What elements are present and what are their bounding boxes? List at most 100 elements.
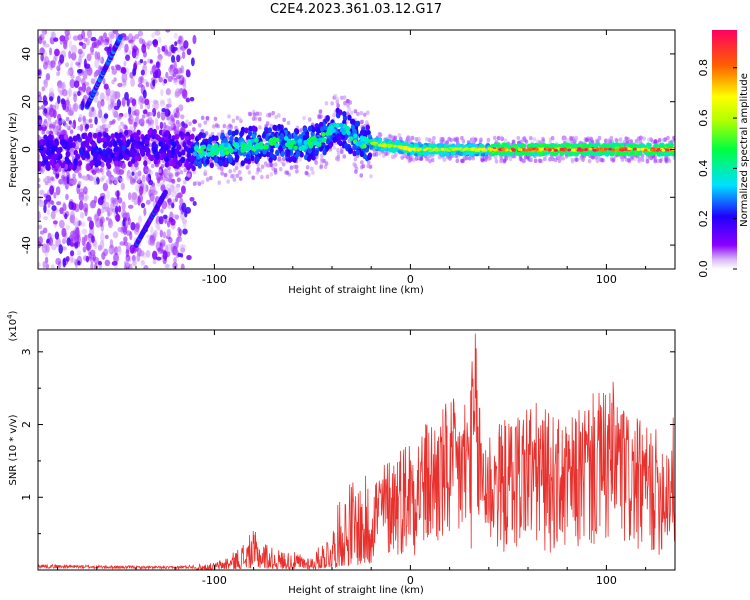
spectrogram-cell — [393, 135, 398, 140]
spectrogram-cell — [62, 39, 67, 49]
spectrogram-cell — [44, 256, 49, 264]
spectrogram-cell — [200, 115, 205, 121]
spectrogram-cell — [155, 134, 161, 141]
spectrogram-cell — [131, 110, 137, 116]
spectrogram-cell — [314, 160, 318, 165]
spectrogram-cell — [105, 179, 110, 184]
spectrogram-cell — [57, 120, 62, 126]
spectrogram-cell — [129, 244, 135, 254]
spectrogram-cell — [46, 209, 51, 215]
spectrogram-cell — [369, 174, 373, 179]
spectrogram-cell — [137, 30, 144, 37]
spectrogram-cell — [100, 232, 105, 242]
spectrogram-cell — [360, 119, 364, 125]
spectrogram-cell — [558, 156, 563, 161]
colorbar-tick-label: 0.4 — [697, 160, 710, 178]
spectrogram-cell — [585, 137, 589, 143]
spectrogram-cell — [336, 150, 341, 156]
spectrogram-cell — [112, 168, 117, 173]
spectrogram-cell — [104, 132, 109, 139]
spectrogram-cell — [90, 46, 95, 53]
spectrogram-cell — [97, 131, 103, 138]
spectrogram-cell — [212, 124, 216, 129]
spectrogram-cell — [266, 163, 270, 168]
spectrogram-cell — [332, 113, 336, 118]
spectrogram-cell — [169, 172, 174, 178]
spectrogram-cell — [353, 109, 358, 114]
spectrogram-cell — [411, 147, 416, 151]
spectrogram-cell — [136, 143, 141, 150]
spectrogram-cell — [164, 144, 169, 151]
spectrogram-cell — [311, 126, 316, 133]
spectrogram-cell — [155, 256, 162, 261]
spectrogram-cell — [190, 133, 195, 140]
spectrogram-cell — [41, 243, 48, 248]
spectrogram-cell — [65, 98, 70, 108]
spectrogram-cell — [648, 155, 652, 160]
spectrogram-cell — [623, 148, 628, 152]
spectrogram-cell — [149, 111, 154, 117]
spectrogram-cell — [103, 124, 107, 129]
spectrogram-cell — [174, 133, 180, 140]
spectrogram-cell — [82, 246, 87, 253]
spectrogram-cell — [168, 237, 173, 244]
spectrogram-cell — [355, 149, 360, 156]
spectrogram-cell — [203, 169, 208, 174]
spectrogram-cell — [59, 54, 65, 64]
spectrogram-cell — [113, 77, 117, 82]
spectrogram-cell — [60, 82, 65, 90]
spectrogram-cell — [78, 188, 85, 198]
spectrogram-cell — [161, 113, 165, 119]
spectrogram-cell — [561, 156, 565, 161]
spectrogram-cell — [81, 228, 88, 235]
spectrogram-cell — [176, 54, 181, 63]
spectrogram-cell — [284, 170, 288, 175]
spectrogram-cell — [209, 162, 214, 169]
spectrogram-cell — [144, 168, 149, 174]
spectrogram-cell — [108, 141, 113, 148]
spectrogram-cell — [320, 153, 324, 158]
spectrogram-cell — [133, 122, 138, 128]
spectrogram-cell — [180, 65, 185, 74]
colorbar-tick-label: 0.0 — [697, 260, 710, 278]
spectrogram-cell — [522, 136, 527, 141]
spectrogram-cell — [103, 248, 109, 257]
spectrogram-cell — [285, 151, 291, 158]
spectrogram-cell — [392, 144, 397, 148]
spectrogram-cell — [58, 146, 63, 153]
spectrogram-cell — [135, 112, 140, 119]
spectrogram-cell — [277, 113, 281, 118]
spectrogram-cell — [174, 41, 178, 47]
spectrogram-cell — [105, 95, 109, 101]
spectrogram-cell — [120, 121, 124, 126]
spectrogram-cell — [447, 136, 451, 142]
spectrogram-cell — [350, 118, 356, 125]
spectrogram-cell — [464, 151, 470, 156]
spectrogram-cell — [166, 125, 170, 131]
spectrogram-cell — [85, 136, 91, 143]
spectrogram-cell — [81, 133, 86, 140]
chart-title: C2E4.2023.361.03.12.G17 — [270, 2, 442, 17]
spectrogram-cell — [255, 111, 260, 116]
spectrogram-cell — [609, 136, 614, 141]
spectrogram-cell — [185, 97, 191, 103]
spectrogram-cell — [307, 117, 312, 122]
spectrogram-cell — [258, 125, 262, 130]
spectrogram-cell — [126, 98, 130, 107]
spectrogram-cell — [134, 117, 139, 122]
spectrogram-cell — [54, 138, 59, 145]
spectrogram-cell — [269, 137, 274, 143]
spectrogram-cell — [237, 116, 242, 121]
spectrogram-cell — [179, 198, 184, 206]
spectrogram-cell — [467, 156, 472, 161]
spectrogram-cell — [302, 115, 306, 121]
spectrogram-cell — [179, 244, 185, 253]
spectrogram-cell — [104, 127, 109, 133]
spectrogram-cell — [640, 157, 645, 163]
spectrogram-cell — [55, 237, 61, 248]
spectrogram-cell — [77, 48, 83, 55]
spectrogram-cell — [407, 148, 412, 151]
spectrogram-cell — [226, 125, 230, 130]
